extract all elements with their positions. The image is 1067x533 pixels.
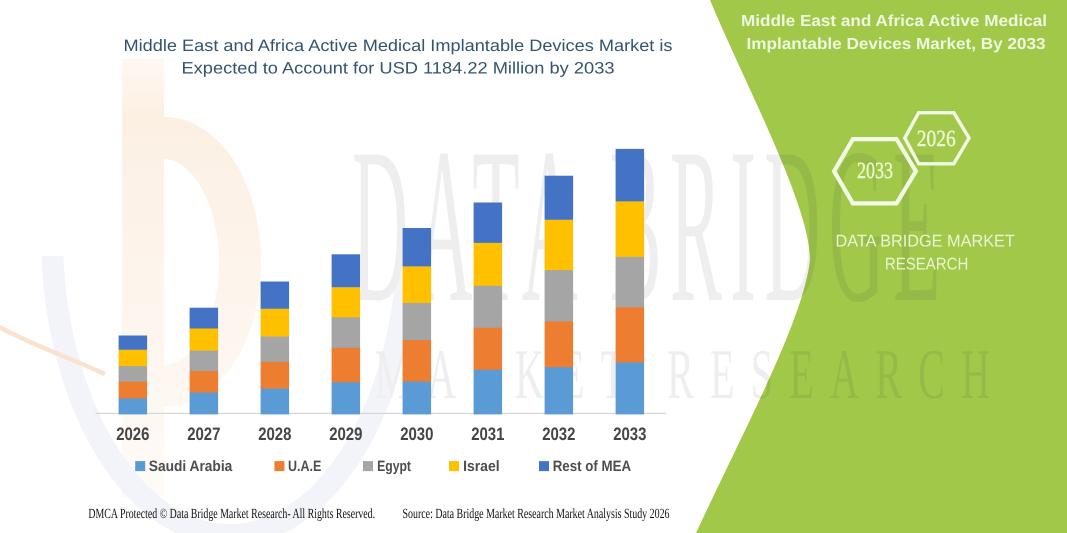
- svg-text:2030: 2030: [400, 424, 433, 444]
- svg-text:2031: 2031: [471, 424, 504, 444]
- svg-text:2027: 2027: [187, 424, 220, 444]
- svg-text:DMCA Protected © Data Bridge M: DMCA Protected © Data Bridge Market Rese…: [88, 507, 375, 522]
- svg-text:2033: 2033: [613, 424, 646, 444]
- svg-text:Middle East and Africa Active: Middle East and Africa Active Medical: [741, 13, 1047, 30]
- svg-text:Saudi Arabia: Saudi Arabia: [149, 458, 233, 475]
- svg-text:2029: 2029: [329, 424, 362, 444]
- svg-text:2028: 2028: [258, 424, 291, 444]
- svg-text:U.A.E: U.A.E: [288, 458, 321, 475]
- svg-text:DATA BRIDGE MARKET: DATA BRIDGE MARKET: [836, 232, 1015, 251]
- svg-text:2026: 2026: [917, 126, 956, 151]
- svg-text:2033: 2033: [857, 158, 893, 183]
- svg-text:Implantable Devices Market, By: Implantable Devices Market, By 2033: [747, 36, 1046, 53]
- svg-text:Egypt: Egypt: [377, 458, 411, 475]
- svg-text:2026: 2026: [116, 424, 149, 444]
- svg-text:Source: Data Bridge Market Res: Source: Data Bridge Market Research Mark…: [403, 507, 670, 522]
- svg-text:Middle East and Africa Active: Middle East and Africa Active Medical Im…: [124, 37, 673, 55]
- svg-text:Israel: Israel: [463, 458, 500, 475]
- svg-text:2032: 2032: [542, 424, 575, 444]
- svg-text:Rest of MEA: Rest of MEA: [553, 458, 632, 475]
- svg-text:Expected to Account for USD 11: Expected to Account for USD 1184.22 Mill…: [182, 60, 615, 78]
- svg-text:RESEARCH: RESEARCH: [885, 254, 969, 273]
